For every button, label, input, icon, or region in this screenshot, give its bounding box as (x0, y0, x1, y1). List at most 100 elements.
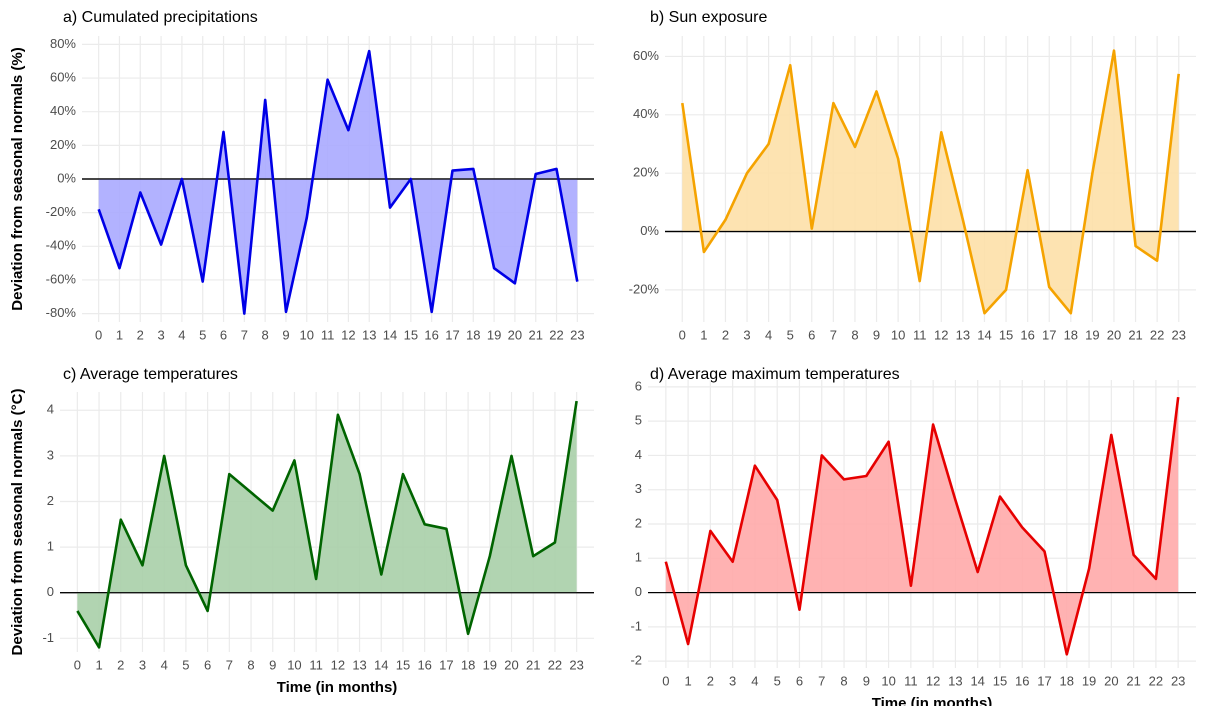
x-tick-label: 5 (787, 327, 794, 342)
x-tick-label: 9 (863, 673, 870, 688)
x-tick-label: 5 (774, 673, 781, 688)
x-tick-label: 2 (722, 327, 729, 342)
x-tick-label: 12 (934, 327, 948, 342)
y-tick-label: -1 (630, 618, 642, 633)
x-tick-label: 8 (262, 327, 269, 342)
x-tick-label: 5 (199, 327, 206, 342)
y-tick-label: -20% (629, 281, 660, 296)
x-tick-label: 2 (707, 673, 714, 688)
x-tick-label: 13 (362, 327, 376, 342)
x-tick-label: 10 (891, 327, 905, 342)
x-tick-label: 17 (445, 327, 459, 342)
x-tick-label: 23 (569, 657, 583, 672)
panel: d) Average maximum temperatures-2-101234… (630, 366, 1196, 706)
x-tick-label: 20 (1104, 673, 1118, 688)
x-tick-label: 6 (796, 673, 803, 688)
x-tick-label: 13 (948, 673, 962, 688)
x-tick-label: 11 (321, 327, 335, 342)
x-tick-label: 0 (679, 327, 686, 342)
area-fill (98, 51, 578, 314)
x-tick-label: 6 (220, 327, 227, 342)
x-tick-label: 3 (729, 673, 736, 688)
x-tick-label: 23 (570, 327, 584, 342)
x-tick-label: 9 (269, 657, 276, 672)
y-tick-label: 60% (50, 69, 76, 84)
x-tick-label: 10 (300, 327, 314, 342)
panel-title: c) Average temperatures (63, 366, 238, 383)
panel: a) Cumulated precipitations -80% -60% -40% -… (9, 9, 594, 342)
x-tick-label: 9 (282, 327, 289, 342)
y-axis-label: Deviation from seasonal normals (°C) (9, 389, 26, 656)
x-tick-label: 7 (226, 657, 233, 672)
y-tick-label: 0 (47, 584, 54, 599)
x-tick-label: 9 (873, 327, 880, 342)
x-tick-label: 7 (818, 673, 825, 688)
x-tick-label: 8 (247, 657, 254, 672)
y-tick-label: 20% (633, 165, 659, 180)
x-tick-label: 6 (808, 327, 815, 342)
x-tick-label: 3 (157, 327, 164, 342)
x-tick-label: 15 (999, 327, 1013, 342)
x-axis-label: Time (in months) (872, 695, 993, 706)
y-tick-label: 1 (47, 539, 54, 554)
x-tick-label: 15 (993, 673, 1007, 688)
x-tick-label: 4 (161, 657, 168, 672)
y-tick-label: 1 (635, 550, 642, 565)
x-tick-label: 3 (139, 657, 146, 672)
x-tick-label: 3 (743, 327, 750, 342)
x-tick-label: 15 (396, 657, 410, 672)
x-tick-label: 7 (830, 327, 837, 342)
x-tick-label: 14 (970, 673, 984, 688)
y-tick-label: 40% (633, 106, 659, 121)
x-tick-label: 20 (508, 327, 522, 342)
panel-title: d) Average maximum temperatures (650, 366, 900, 383)
y-tick-label: 6 (635, 378, 642, 393)
x-tick-label: 22 (1150, 327, 1164, 342)
x-tick-label: 21 (526, 657, 540, 672)
y-tick-label: 0% (640, 223, 659, 238)
x-tick-label: 1 (95, 657, 102, 672)
x-tick-label: 19 (1085, 327, 1099, 342)
panel: b) Sun exposure-20%0%20%40%60%0 1 2 3 4 5 6 7 8 9… (629, 9, 1196, 342)
x-tick-label: 17 (1037, 673, 1051, 688)
x-tick-label: 5 (182, 657, 189, 672)
x-tick-label: 22 (1149, 673, 1163, 688)
y-tick-label: 60% (633, 48, 659, 63)
y-tick-label: 20% (50, 137, 76, 152)
x-tick-label: 20 (504, 657, 518, 672)
x-tick-label: 21 (1126, 673, 1140, 688)
series-line (664, 396, 1180, 656)
x-tick-label: 12 (331, 657, 345, 672)
x-tick-label: 1 (684, 673, 691, 688)
x-tick-label: 16 (424, 327, 438, 342)
x-tick-label: 18 (1064, 327, 1078, 342)
y-tick-label: -60% (46, 271, 77, 286)
x-tick-label: 10 (881, 673, 895, 688)
panel-title: a) Cumulated precipitations (63, 9, 258, 26)
area-fill (665, 397, 1179, 655)
y-tick-label: 2 (635, 515, 642, 530)
y-tick-label: 2 (47, 493, 54, 508)
x-tick-label: 15 (404, 327, 418, 342)
x-tick-label: 4 (751, 673, 758, 688)
x-tick-label: 12 (926, 673, 940, 688)
x-tick-label: 23 (1171, 327, 1185, 342)
x-tick-label: 17 (1042, 327, 1056, 342)
x-tick-label: 16 (1015, 673, 1029, 688)
y-tick-label: -80% (46, 305, 77, 320)
x-tick-label: 22 (549, 327, 563, 342)
y-tick-label: 3 (47, 447, 54, 462)
x-tick-label: 8 (840, 673, 847, 688)
x-tick-label: 21 (1128, 327, 1142, 342)
x-tick-label: 1 (116, 327, 123, 342)
x-tick-label: 19 (487, 327, 501, 342)
y-tick-label: 80% (50, 36, 76, 51)
x-tick-label: 18 (1060, 673, 1074, 688)
x-tick-label: 23 (1171, 673, 1185, 688)
x-tick-label: 2 (137, 327, 144, 342)
x-tick-label: 16 (1020, 327, 1034, 342)
x-tick-label: 21 (528, 327, 542, 342)
y-tick-label: 40% (50, 103, 76, 118)
